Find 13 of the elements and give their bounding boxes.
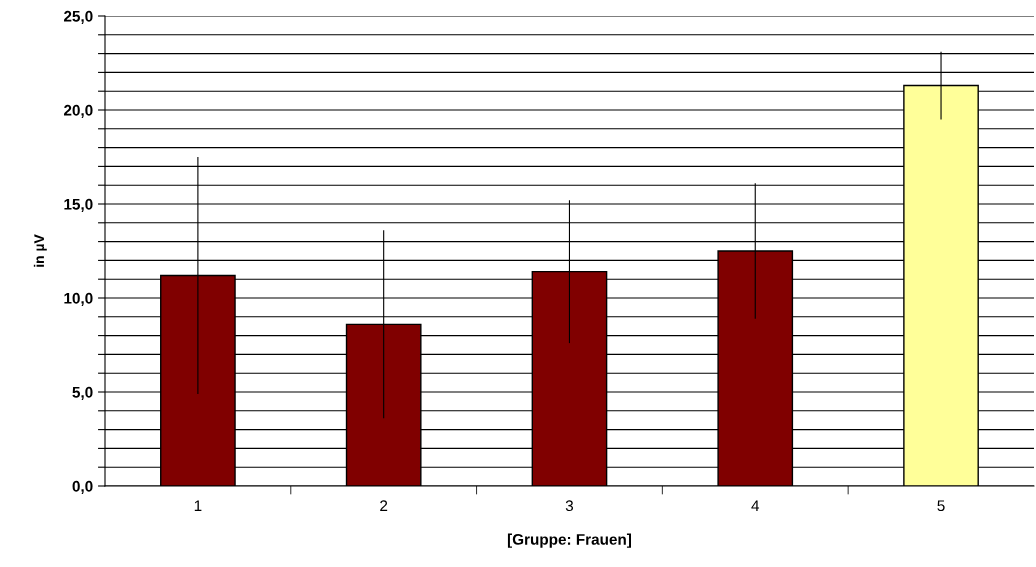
x-tick-label: 2 <box>380 500 388 511</box>
y-tick-label: 15,0 <box>64 198 93 212</box>
x-tick-label: 3 <box>565 500 574 512</box>
x-tick-label: 5 <box>937 500 945 512</box>
y-tick-label: 5,0 <box>72 386 93 400</box>
y-tick-label: 25,0 <box>63 10 93 24</box>
x-axis-title: [Gruppe: Frauen] <box>507 533 631 548</box>
y-tick-label: 0,0 <box>72 480 93 494</box>
x-tick-label: 1 <box>194 500 202 511</box>
x-tick-label: 4 <box>751 500 760 511</box>
y-axis-title: in µV <box>33 234 47 267</box>
y-tick-label: 20,0 <box>63 104 93 118</box>
y-tick-label: 10,0 <box>64 292 93 306</box>
